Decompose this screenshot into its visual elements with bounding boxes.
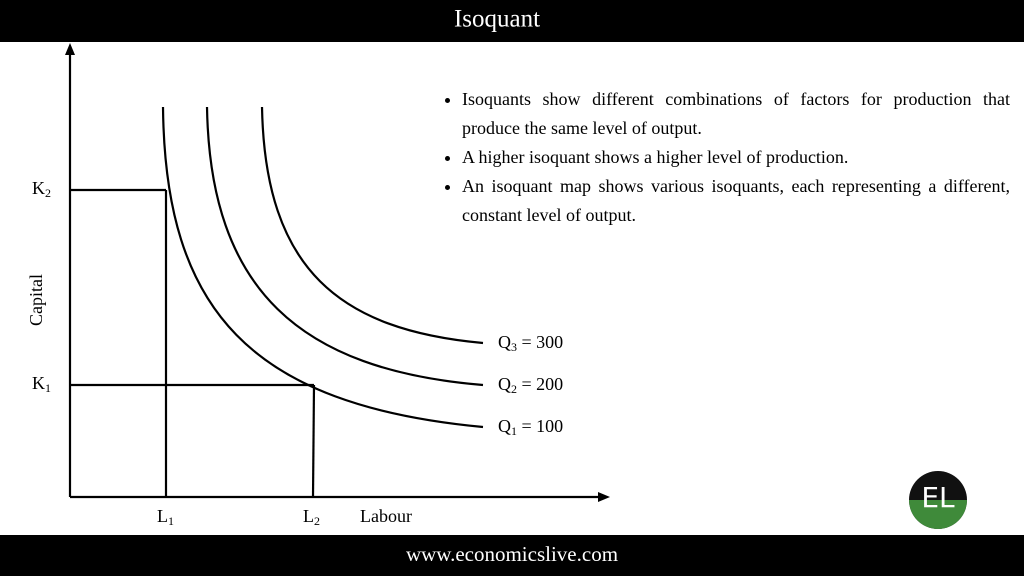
logo-accent <box>909 500 967 529</box>
bullet: Isoquants show different combinations of… <box>462 85 1010 143</box>
x-mark-sub: 1 <box>168 514 174 528</box>
isoquant-curve <box>205 106 484 387</box>
isoquant-curve <box>161 106 484 429</box>
guide-line <box>311 384 316 498</box>
y-axis-label: Capital <box>26 274 46 326</box>
y-mark: K1 <box>32 373 51 395</box>
axes <box>68 52 600 499</box>
curve-label: Q3 = 300 <box>498 332 563 354</box>
y-mark-main: K <box>32 373 45 393</box>
footer-url: www.economicslive.com <box>406 542 618 566</box>
curve-label: Q1 = 100 <box>498 416 563 438</box>
x-mark: L2 <box>303 506 320 528</box>
curve-label-rest: = 200 <box>517 374 563 394</box>
y-mark-main: K <box>32 178 45 198</box>
isoquants <box>70 106 484 498</box>
curve-label-rest: = 100 <box>517 416 563 436</box>
curve-label: Q2 = 200 <box>498 374 563 396</box>
x-axis-label: Labour <box>360 506 412 526</box>
bullet-list: Isoquants show different combinations of… <box>440 85 1010 230</box>
y-mark-sub: 1 <box>45 381 51 395</box>
y-mark: K2 <box>32 178 51 200</box>
isoquant-curve <box>260 106 484 345</box>
y-arrow <box>65 43 75 55</box>
curve-label-sub: 3 <box>511 340 517 354</box>
logo-text: EL <box>921 481 955 514</box>
x-mark-main: L <box>157 506 168 526</box>
x-mark: L1 <box>157 506 174 528</box>
bullet: A higher isoquant shows a higher level o… <box>462 143 1010 172</box>
curve-label-main: Q <box>498 416 511 436</box>
footer-bar <box>0 535 1024 576</box>
x-mark-sub: 2 <box>314 514 320 528</box>
logo: EL <box>909 471 967 529</box>
curve-label-main: Q <box>498 374 511 394</box>
y-mark-sub: 2 <box>45 186 51 200</box>
curve-label-sub: 2 <box>511 382 517 396</box>
curve-label-rest: = 300 <box>517 332 563 352</box>
x-arrow <box>598 492 610 502</box>
curve-label-main: Q <box>498 332 511 352</box>
title: Isoquant <box>454 6 540 33</box>
header-bar <box>0 0 1024 42</box>
x-mark-main: L <box>303 506 314 526</box>
bullet: An isoquant map shows various isoquants,… <box>462 172 1010 230</box>
curve-label-sub: 1 <box>511 424 517 438</box>
